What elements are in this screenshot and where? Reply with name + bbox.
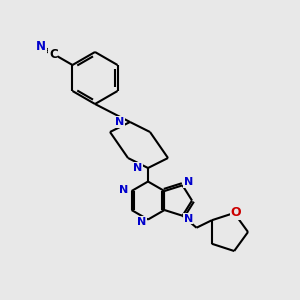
- Text: C: C: [49, 47, 58, 61]
- Text: N: N: [133, 163, 142, 173]
- Text: N: N: [115, 117, 124, 127]
- Text: N: N: [36, 40, 46, 53]
- Text: N: N: [184, 214, 193, 224]
- Text: N: N: [119, 185, 128, 195]
- Text: N: N: [137, 217, 146, 226]
- Text: O: O: [231, 206, 242, 220]
- Text: N: N: [184, 177, 193, 187]
